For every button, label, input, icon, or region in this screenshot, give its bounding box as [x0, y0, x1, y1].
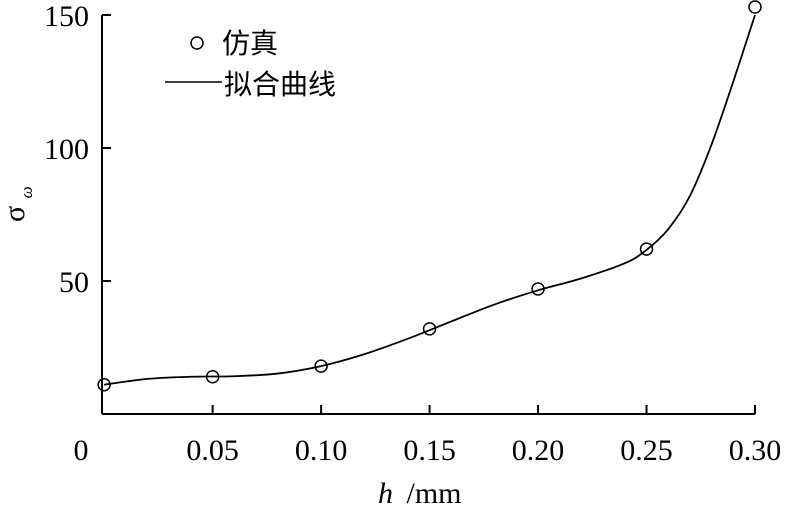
legend: 仿真 拟合曲线 [165, 27, 336, 101]
legend-marker-circle-icon [190, 36, 204, 50]
simulation-point [748, 0, 762, 14]
simulation-point [205, 370, 220, 384]
x-axis-unit: /mm [407, 477, 462, 509]
axes [101, 15, 755, 415]
simulation-point [97, 377, 111, 392]
fit-curve-line [104, 14, 756, 386]
x-axis-title: h /mm [378, 477, 462, 509]
tick-labels: 0.05 0.10 0.15 0.20 0.25 0.30 0 50 100 150 [44, 0, 781, 467]
markers-group [97, 0, 762, 392]
simulation-point [531, 282, 545, 296]
x-tick-label: 0.15 [403, 434, 456, 467]
x-tick-label: 0.30 [729, 434, 782, 467]
simulation-point [314, 359, 328, 373]
x-tick-label: 0.10 [295, 434, 348, 467]
fit-line-group [104, 14, 756, 386]
y-axis-title: σ ω [0, 186, 36, 222]
y-tick-label: 150 [44, 0, 89, 33]
ticks [102, 14, 756, 414]
simulation-point [422, 322, 437, 336]
y-axis-subscript: ω [17, 186, 36, 198]
legend-label-simulation: 仿真 [222, 27, 278, 60]
simulation-point [639, 242, 654, 256]
y-tick-label: 50 [59, 266, 89, 299]
legend-label-fit-curve: 拟合曲线 [224, 68, 336, 101]
y-tick-label: 100 [44, 133, 89, 166]
x-tick-label: 0.25 [620, 434, 673, 467]
x-tick-label: 0.05 [186, 434, 239, 467]
x-tick-label: 0.20 [512, 434, 565, 467]
y-axis-var: σ [0, 206, 31, 222]
x-axis-var: h [378, 477, 393, 509]
x-origin-label: 0 [74, 434, 89, 467]
